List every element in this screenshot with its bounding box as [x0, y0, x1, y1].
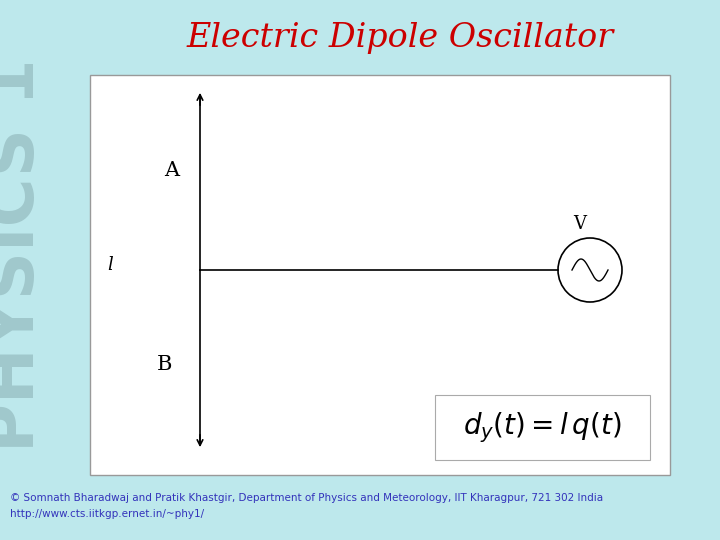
Text: Electric Dipole Oscillator: Electric Dipole Oscillator [186, 22, 613, 54]
Text: PHYSICS 1: PHYSICS 1 [0, 58, 48, 452]
Text: B: B [157, 355, 173, 375]
Text: http://www.cts.iitkgp.ernet.in/~phy1/: http://www.cts.iitkgp.ernet.in/~phy1/ [10, 509, 204, 519]
Bar [435, 395, 650, 460]
Text: l: l [107, 256, 113, 274]
Text: A: A [164, 160, 179, 179]
Text: $d_y(t) = l\,q(t)$: $d_y(t) = l\,q(t)$ [463, 411, 621, 446]
Text: V: V [574, 215, 587, 233]
Text: © Somnath Bharadwaj and Pratik Khastgir, Department of Physics and Meteorology, : © Somnath Bharadwaj and Pratik Khastgir,… [10, 493, 603, 503]
Bar [90, 75, 670, 475]
